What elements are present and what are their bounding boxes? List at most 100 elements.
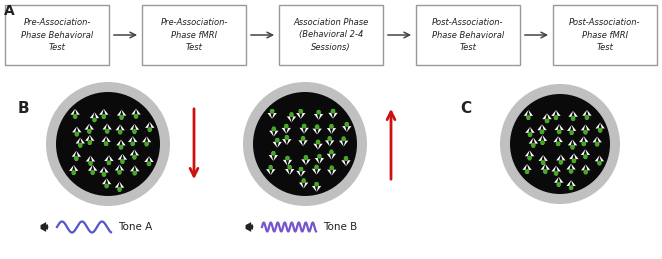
Polygon shape (569, 186, 573, 190)
Polygon shape (342, 160, 346, 166)
FancyBboxPatch shape (279, 5, 383, 65)
Polygon shape (304, 128, 309, 134)
Circle shape (119, 115, 124, 120)
Polygon shape (135, 166, 140, 171)
Polygon shape (554, 116, 557, 120)
Circle shape (299, 109, 303, 114)
Polygon shape (555, 124, 559, 130)
Polygon shape (132, 155, 136, 159)
Circle shape (341, 136, 346, 141)
Circle shape (144, 142, 149, 146)
Polygon shape (91, 156, 95, 162)
Polygon shape (287, 117, 291, 123)
Polygon shape (582, 142, 585, 146)
Circle shape (134, 114, 138, 119)
Polygon shape (551, 166, 556, 171)
Polygon shape (299, 167, 303, 171)
Polygon shape (88, 141, 91, 145)
Circle shape (545, 119, 549, 123)
Polygon shape (525, 150, 530, 156)
Polygon shape (330, 166, 334, 170)
Polygon shape (87, 130, 91, 133)
Polygon shape (344, 156, 348, 160)
Polygon shape (134, 149, 139, 155)
Polygon shape (559, 177, 563, 183)
Circle shape (105, 184, 109, 188)
Circle shape (87, 140, 92, 145)
Circle shape (540, 140, 545, 145)
Polygon shape (73, 115, 77, 119)
Circle shape (74, 156, 79, 161)
Polygon shape (328, 113, 333, 119)
Polygon shape (534, 138, 538, 143)
Polygon shape (594, 155, 599, 161)
Polygon shape (149, 156, 154, 162)
Polygon shape (314, 158, 320, 164)
Polygon shape (299, 140, 303, 146)
Polygon shape (72, 126, 77, 132)
Polygon shape (301, 171, 306, 177)
Polygon shape (556, 166, 561, 171)
Text: B: B (18, 101, 30, 116)
Polygon shape (568, 139, 573, 145)
Polygon shape (115, 124, 120, 130)
Polygon shape (306, 159, 310, 165)
Circle shape (132, 129, 137, 134)
Polygon shape (131, 142, 134, 146)
Circle shape (531, 143, 536, 148)
Polygon shape (305, 155, 308, 159)
Polygon shape (290, 169, 295, 175)
Text: Tone A: Tone A (118, 222, 152, 232)
Circle shape (316, 110, 321, 115)
Circle shape (302, 124, 307, 128)
Polygon shape (269, 155, 273, 161)
Polygon shape (120, 160, 124, 163)
Polygon shape (287, 139, 291, 145)
Polygon shape (302, 179, 305, 183)
Polygon shape (273, 155, 278, 161)
Polygon shape (118, 154, 122, 160)
Circle shape (271, 127, 276, 131)
Polygon shape (318, 114, 323, 120)
Polygon shape (101, 136, 106, 142)
Polygon shape (541, 141, 544, 145)
Polygon shape (274, 131, 279, 136)
Polygon shape (551, 110, 556, 116)
Polygon shape (581, 124, 585, 130)
Polygon shape (528, 110, 533, 116)
Circle shape (557, 130, 561, 134)
FancyBboxPatch shape (5, 5, 109, 65)
Polygon shape (571, 117, 575, 121)
Circle shape (73, 114, 77, 119)
Circle shape (71, 170, 76, 175)
Polygon shape (559, 124, 564, 130)
Polygon shape (529, 138, 534, 143)
Polygon shape (120, 182, 124, 188)
Polygon shape (121, 140, 126, 146)
Circle shape (327, 136, 332, 141)
Polygon shape (99, 109, 104, 115)
Polygon shape (345, 122, 348, 126)
Polygon shape (526, 170, 529, 174)
Text: Pre-Association-
Phase fMRI
Test: Pre-Association- Phase fMRI Test (160, 18, 228, 52)
Circle shape (329, 150, 334, 154)
FancyBboxPatch shape (142, 5, 246, 65)
Circle shape (598, 128, 602, 133)
Circle shape (317, 154, 322, 159)
Polygon shape (88, 165, 93, 171)
Polygon shape (557, 130, 561, 134)
Polygon shape (327, 170, 332, 176)
Circle shape (275, 138, 279, 142)
Circle shape (553, 115, 558, 120)
FancyBboxPatch shape (416, 5, 520, 65)
Polygon shape (79, 143, 82, 147)
Polygon shape (122, 154, 127, 160)
Polygon shape (567, 180, 571, 186)
Polygon shape (330, 150, 333, 154)
Polygon shape (73, 165, 78, 171)
Circle shape (92, 118, 97, 122)
Polygon shape (303, 124, 306, 128)
Polygon shape (538, 124, 542, 130)
Polygon shape (600, 123, 605, 128)
Circle shape (101, 172, 107, 177)
